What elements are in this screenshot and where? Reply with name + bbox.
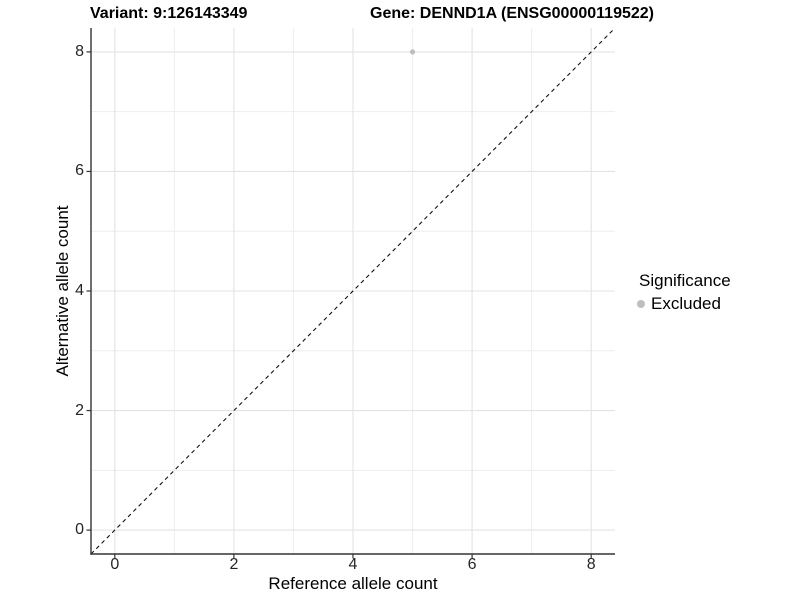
legend-entry-excluded: Excluded <box>637 294 731 314</box>
variant-title: Variant: 9:126143349 <box>90 5 248 22</box>
x-tick-label: 0 <box>110 556 120 573</box>
legend: Significance Excluded <box>637 271 731 314</box>
y-tick-label: 2 <box>75 401 84 419</box>
x-tick-label: 2 <box>229 556 239 573</box>
data-point-excluded <box>409 49 416 55</box>
x-axis-title: Reference allele count <box>268 574 438 593</box>
x-tick-label: 6 <box>467 556 477 573</box>
y-axis-title: Alternative allele count <box>53 205 72 377</box>
excluded-marker-icon <box>637 300 645 308</box>
legend-entry-label: Excluded <box>651 294 721 313</box>
y-tick-label: 6 <box>75 162 84 180</box>
y-tick-label: 0 <box>75 521 84 539</box>
legend-title: Significance <box>639 271 731 290</box>
y-tick-label: 4 <box>75 282 84 299</box>
identity-dashed-line <box>90 27 616 555</box>
x-tick-label: 8 <box>586 556 596 573</box>
gene-title: Gene: DENND1A (ENSG00000119522) <box>370 5 654 22</box>
y-tick-label: 8 <box>75 42 84 60</box>
x-tick-label: 4 <box>348 556 358 573</box>
